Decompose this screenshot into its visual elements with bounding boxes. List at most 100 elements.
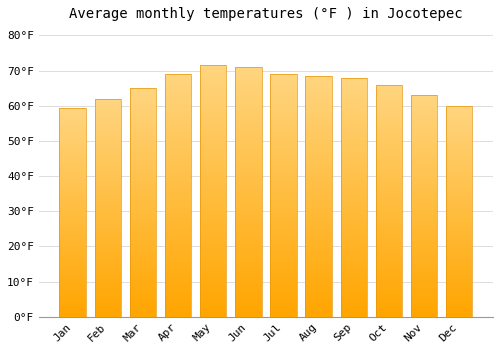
Bar [446, 125, 472, 127]
Bar [376, 115, 402, 117]
Bar [200, 93, 226, 96]
Bar [165, 239, 191, 241]
Bar [130, 93, 156, 95]
Bar [60, 227, 86, 229]
Bar [306, 278, 332, 281]
Bar [94, 180, 121, 182]
Bar [376, 85, 402, 87]
Bar [411, 133, 438, 135]
Bar [340, 221, 367, 224]
Bar [200, 266, 226, 269]
Bar [411, 186, 438, 188]
Bar [306, 312, 332, 314]
Bar [200, 241, 226, 244]
Bar [340, 264, 367, 267]
Bar [411, 168, 438, 170]
Bar [446, 285, 472, 287]
Bar [94, 147, 121, 149]
Bar [130, 164, 156, 166]
Bar [446, 146, 472, 148]
Bar [235, 102, 262, 105]
Bar [94, 164, 121, 166]
Bar [130, 191, 156, 193]
Bar [60, 273, 86, 275]
Bar [235, 142, 262, 145]
Bar [200, 246, 226, 249]
Bar [60, 287, 86, 289]
Bar [446, 298, 472, 300]
Bar [200, 201, 226, 204]
Bar [411, 131, 438, 133]
Bar [340, 243, 367, 245]
Bar [165, 79, 191, 82]
Bar [60, 179, 86, 181]
Bar [200, 133, 226, 136]
Bar [270, 106, 296, 108]
Bar [94, 234, 121, 236]
Bar [60, 279, 86, 281]
Bar [270, 256, 296, 259]
Bar [376, 245, 402, 247]
Bar [340, 224, 367, 226]
Bar [376, 117, 402, 119]
Bar [200, 294, 226, 297]
Bar [165, 171, 191, 174]
Bar [130, 189, 156, 191]
Bar [200, 282, 226, 284]
Bar [270, 154, 296, 157]
Bar [235, 180, 262, 182]
Bar [60, 195, 86, 197]
Bar [130, 305, 156, 308]
Bar [270, 212, 296, 215]
Bar [235, 85, 262, 87]
Bar [411, 197, 438, 199]
Bar [94, 171, 121, 173]
Bar [165, 91, 191, 93]
Bar [200, 284, 226, 287]
Bar [60, 187, 86, 189]
Bar [60, 216, 86, 218]
Bar [60, 118, 86, 120]
Bar [94, 223, 121, 225]
Bar [130, 127, 156, 130]
Bar [235, 250, 262, 252]
Bar [235, 302, 262, 304]
Bar [340, 314, 367, 317]
Bar [340, 130, 367, 133]
Bar [94, 306, 121, 308]
Bar [165, 154, 191, 157]
Bar [235, 264, 262, 267]
Bar [340, 307, 367, 310]
Bar [94, 210, 121, 212]
Bar [165, 96, 191, 98]
Bar [340, 300, 367, 302]
Bar [165, 108, 191, 111]
Bar [340, 228, 367, 231]
Bar [165, 273, 191, 275]
Bar [270, 208, 296, 210]
Bar [130, 177, 156, 180]
Bar [446, 190, 472, 192]
Bar [165, 74, 191, 77]
Bar [270, 217, 296, 220]
Bar [165, 152, 191, 154]
Bar [340, 290, 367, 293]
Bar [340, 140, 367, 142]
Bar [411, 162, 438, 164]
Bar [376, 101, 402, 103]
Bar [446, 182, 472, 184]
Bar [306, 172, 332, 175]
Bar [376, 110, 402, 113]
Bar [60, 289, 86, 292]
Bar [60, 229, 86, 231]
Bar [411, 306, 438, 308]
Bar [60, 141, 86, 143]
Bar [376, 205, 402, 208]
Bar [130, 154, 156, 157]
Bar [200, 176, 226, 178]
Bar [200, 141, 226, 143]
Bar [446, 133, 472, 135]
Bar [376, 182, 402, 184]
Bar [94, 253, 121, 256]
Bar [376, 208, 402, 210]
